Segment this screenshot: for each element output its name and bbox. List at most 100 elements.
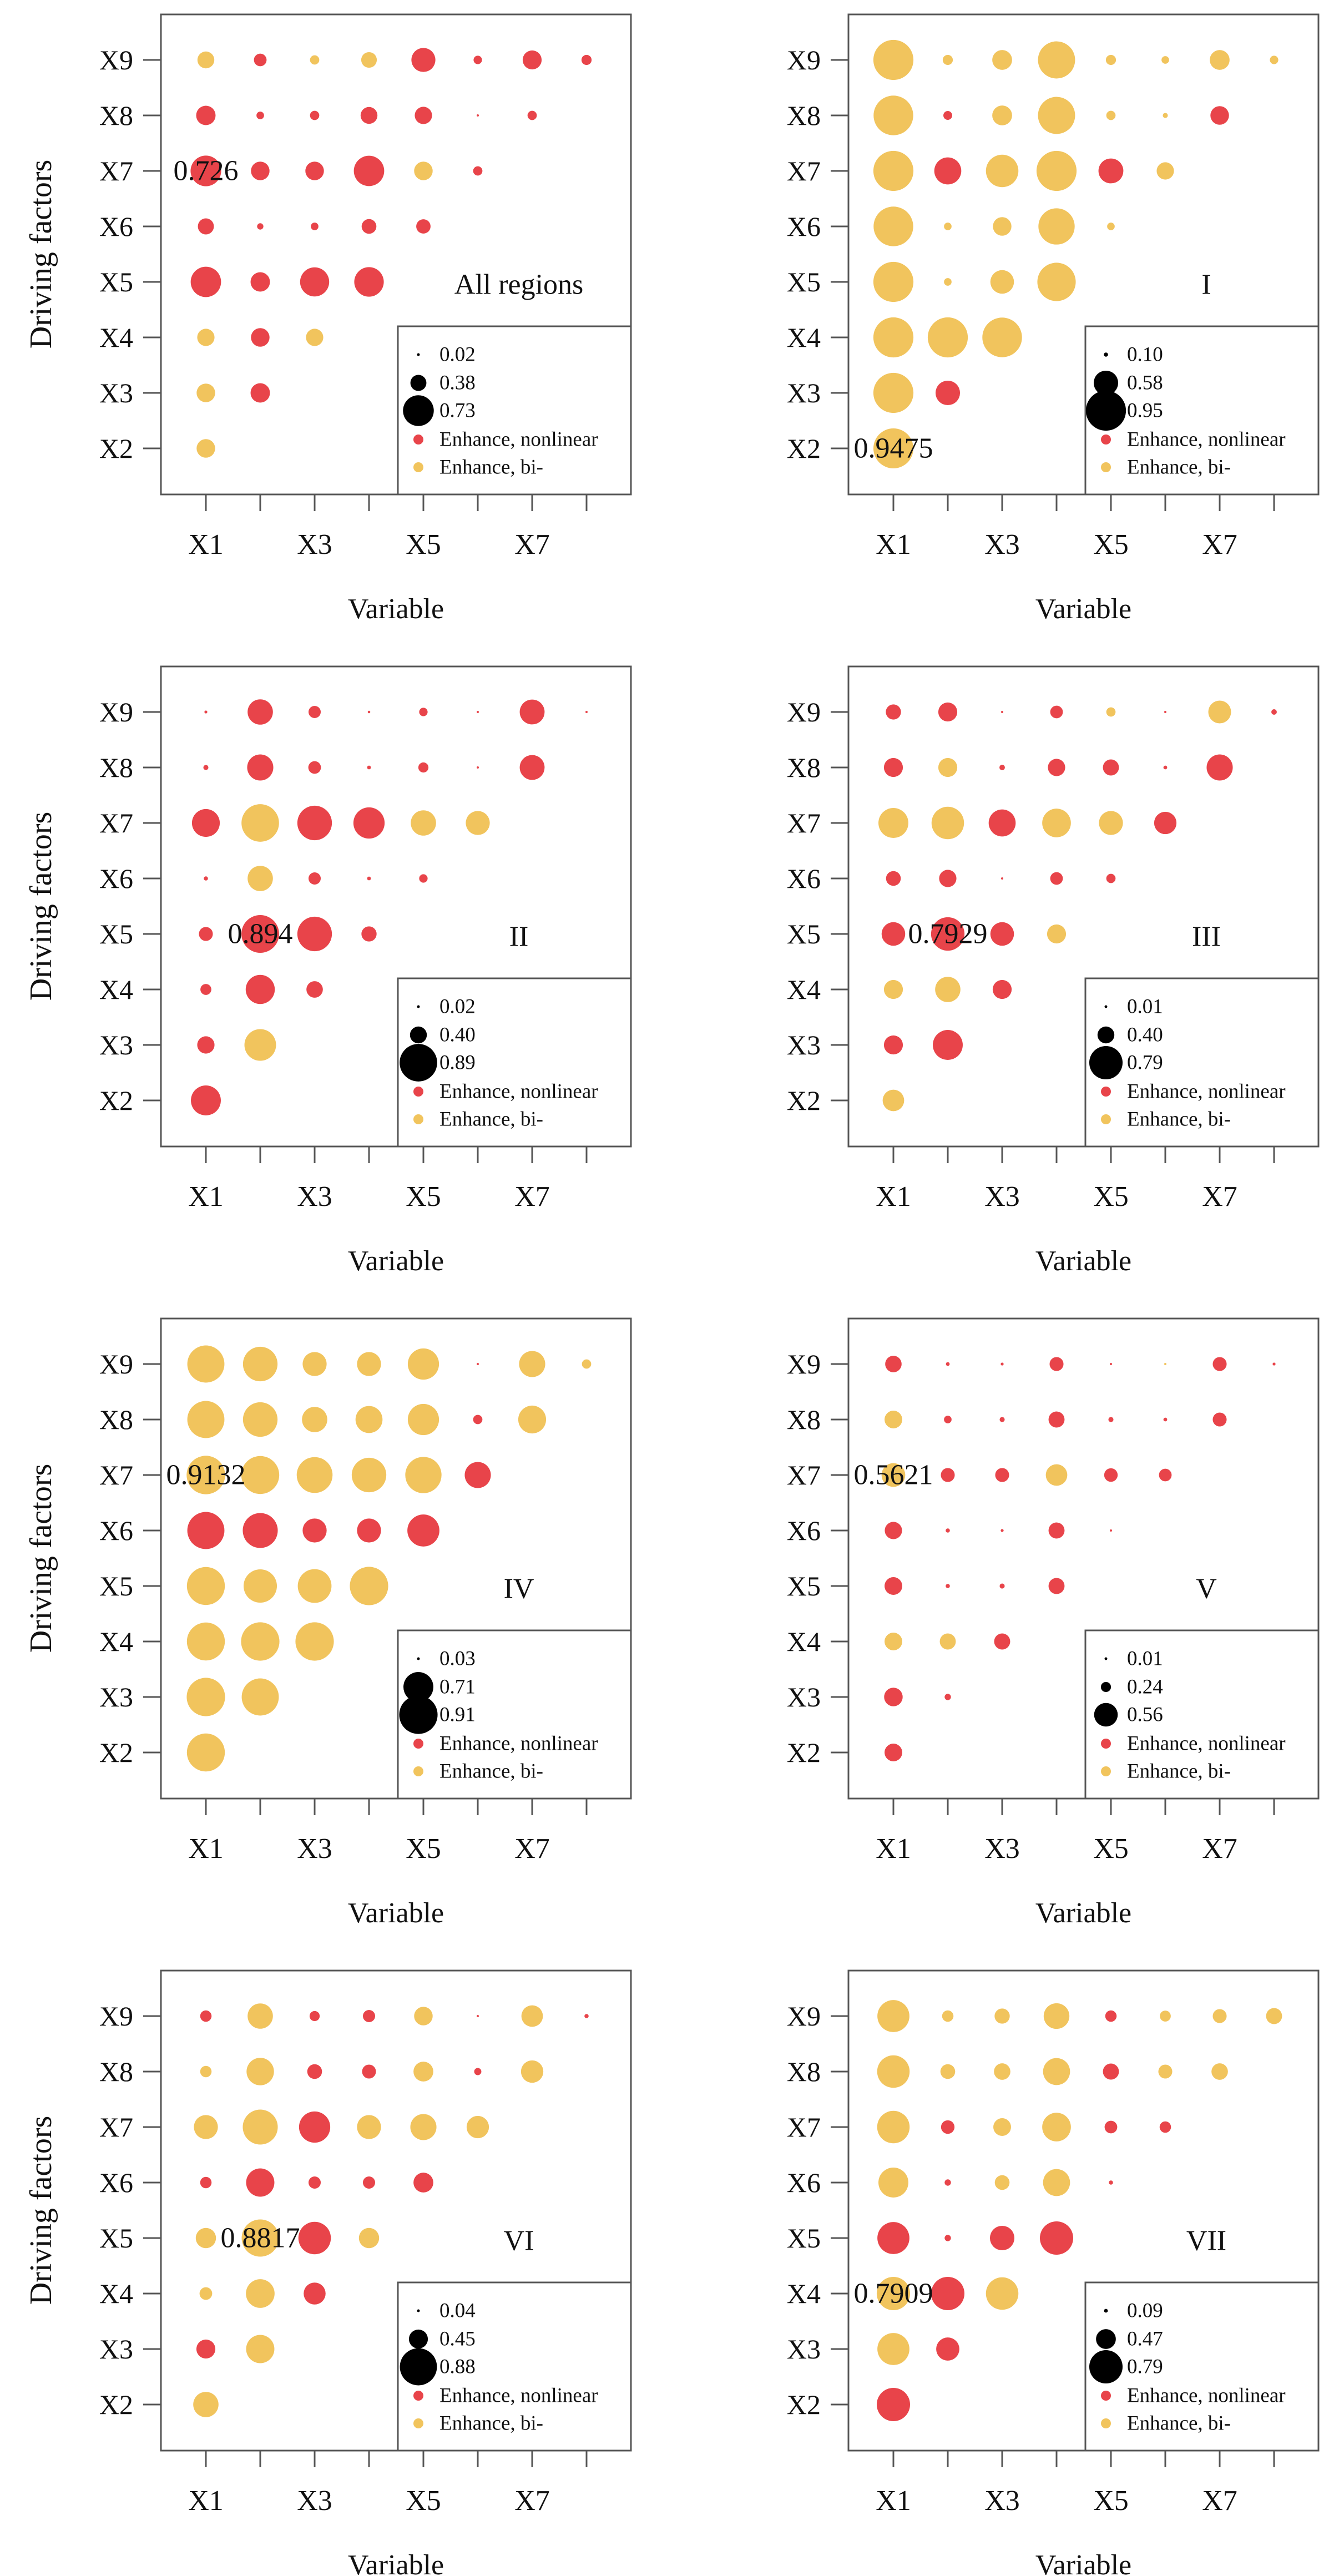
bubble-X8-X2: [944, 1416, 952, 1423]
legend-nonlinear-marker: [1101, 435, 1111, 445]
bubble-X5-X1: [199, 927, 213, 941]
legend-frame: [397, 325, 632, 496]
x-tick-label: X7: [1202, 1833, 1237, 1865]
legend-type-label: Enhance, nonlinear: [439, 2385, 598, 2407]
bubble-X6-X4: [1043, 2169, 1070, 2196]
legend-size-label: 0.79: [1127, 2356, 1163, 2378]
bubble-X7-X2: [934, 157, 962, 185]
legend-size-marker: [1100, 1681, 1111, 1693]
y-tick-label: X3: [99, 1681, 133, 1713]
legend: 0.10 0.58 0.95 Enhance, nonlinear Enhance, b…: [1084, 325, 1320, 496]
y-tick-label: X6: [787, 863, 821, 894]
bubble-X9-X3: [1000, 1362, 1004, 1366]
bubble-X6-X2: [946, 1528, 950, 1533]
bubble-X6-X4: [361, 219, 377, 234]
legend-nonlinear-marker: [1101, 1739, 1111, 1749]
y-tick-label: X5: [99, 2223, 133, 2254]
bubble-X9-X7: [519, 699, 545, 725]
bubble-X8-X5: [418, 762, 429, 773]
y-tick-label: X3: [99, 1029, 133, 1060]
bubble-X2-X1: [191, 1085, 221, 1115]
bubble-X5-X4: [361, 926, 377, 942]
bubble-X9-X5: [1106, 707, 1116, 717]
bubble-X9-X8: [582, 1359, 592, 1369]
bubble-X4-X2: [931, 2276, 965, 2311]
bubble-X4-X2: [251, 328, 270, 347]
x-tick-label: X7: [514, 1181, 550, 1213]
bubble-X8-X5: [415, 107, 432, 124]
bubble-X9-X8: [585, 711, 588, 713]
bubble-X9-X7: [521, 2005, 543, 2027]
bubble-X9-X5: [411, 48, 436, 72]
bubble-X8-X3: [994, 2063, 1010, 2080]
bubble-X6-X3: [1001, 877, 1003, 880]
y-tick-label: X7: [99, 155, 133, 186]
bubble-X6-X5: [1107, 223, 1115, 230]
region-label: V: [1196, 1573, 1217, 1605]
region-label: VI: [504, 2225, 534, 2257]
legend-type-label: Enhance, nonlinear: [1127, 2385, 1286, 2407]
x-tick-label: X3: [984, 529, 1020, 560]
legend-size-marker: [1089, 2350, 1123, 2384]
bubble-X4-X3: [304, 2282, 326, 2305]
bubble-X3-X1: [197, 1036, 215, 1054]
bubble-X9-X3: [994, 2008, 1010, 2024]
bubble-X8-X5: [413, 2062, 433, 2082]
bubble-X4-X2: [935, 977, 961, 1002]
legend-size-label: 0.24: [1127, 1676, 1163, 1699]
bubble-X6-X5: [1106, 873, 1116, 883]
x-tick-label: X1: [876, 2485, 911, 2517]
bubble-X7-X2: [941, 1468, 955, 1482]
bubble-X8-X6: [1163, 765, 1168, 770]
bubble-X6-X1: [878, 2168, 908, 2198]
bubble-X9-X2: [254, 53, 267, 67]
y-tick-label: X7: [787, 807, 821, 839]
bubble-X6-X3: [1000, 1529, 1004, 1532]
bubble-X4-X2: [927, 317, 968, 358]
bubble-X5-X4: [354, 267, 384, 297]
bubble-X9-X4: [1049, 1357, 1064, 1371]
x-axis-title: Variable: [1035, 593, 1131, 625]
bubble-X9-X7: [522, 50, 542, 70]
bubble-X9-X5: [414, 2007, 433, 2026]
plot-frame: [160, 1969, 632, 2452]
y-tick-label: X9: [99, 2001, 133, 2032]
bubble-X5-X4: [358, 2228, 380, 2249]
legend-size-label: 0.01: [1127, 1648, 1163, 1670]
bubble-X7-X2: [931, 806, 964, 840]
bubble-X7-X2: [241, 1456, 280, 1494]
x-tick-label: X7: [1202, 2485, 1237, 2517]
bubble-X4-X3: [295, 1622, 334, 1661]
bubble-X7-X5: [1099, 811, 1123, 835]
panel-region-iv: 0.9132 IV X9 X8 X7 X6 X5 X4 X3 X2 X1 X3 X5 X7 Variable…: [24, 1317, 632, 1929]
bubble-X4-X2: [246, 2279, 275, 2308]
bubble-X2-X1: [193, 2392, 219, 2417]
region-label: III: [1192, 921, 1221, 953]
y-tick-label: X8: [787, 752, 821, 783]
bubble-X5-X4: [1048, 1578, 1065, 1594]
bubble-X6-X3: [302, 1518, 327, 1543]
legend: 0.03 0.71 0.91 Enhance, nonlinear Enhance, b…: [397, 1629, 632, 1800]
y-tick-label: X7: [99, 1459, 133, 1491]
legend: 0.02 0.38 0.73 Enhance, nonlinear Enhance, b…: [397, 325, 632, 496]
bubble-X5-X2: [243, 1569, 277, 1603]
bubble-X7-X6: [1156, 162, 1174, 180]
legend-type-label: Enhance, bi-: [1127, 1760, 1231, 1783]
bubble-X9-X1: [200, 2010, 212, 2022]
y-tick-label: X7: [787, 2112, 821, 2143]
legend-size-marker: [417, 2309, 420, 2312]
bubble-X9-X1: [877, 2000, 909, 2032]
y-tick-label: X2: [787, 1737, 821, 1768]
bubble-X5-X1: [885, 1577, 902, 1595]
legend-bi-marker: [413, 2418, 423, 2428]
bubble-X7-X5: [410, 2114, 437, 2140]
bubble-X9-X1: [873, 39, 914, 80]
bubble-X7-X6: [1159, 2121, 1171, 2133]
bubble-X4-X2: [241, 1622, 280, 1661]
bubble-X6-X2: [246, 2168, 275, 2197]
bubble-X6-X5: [407, 1514, 439, 1547]
bubble-X9-X1: [885, 1356, 902, 1372]
bubble-X9-X2: [942, 2010, 954, 2022]
y-tick-label: X7: [787, 1459, 821, 1491]
x-tick-label: X5: [1093, 529, 1129, 560]
